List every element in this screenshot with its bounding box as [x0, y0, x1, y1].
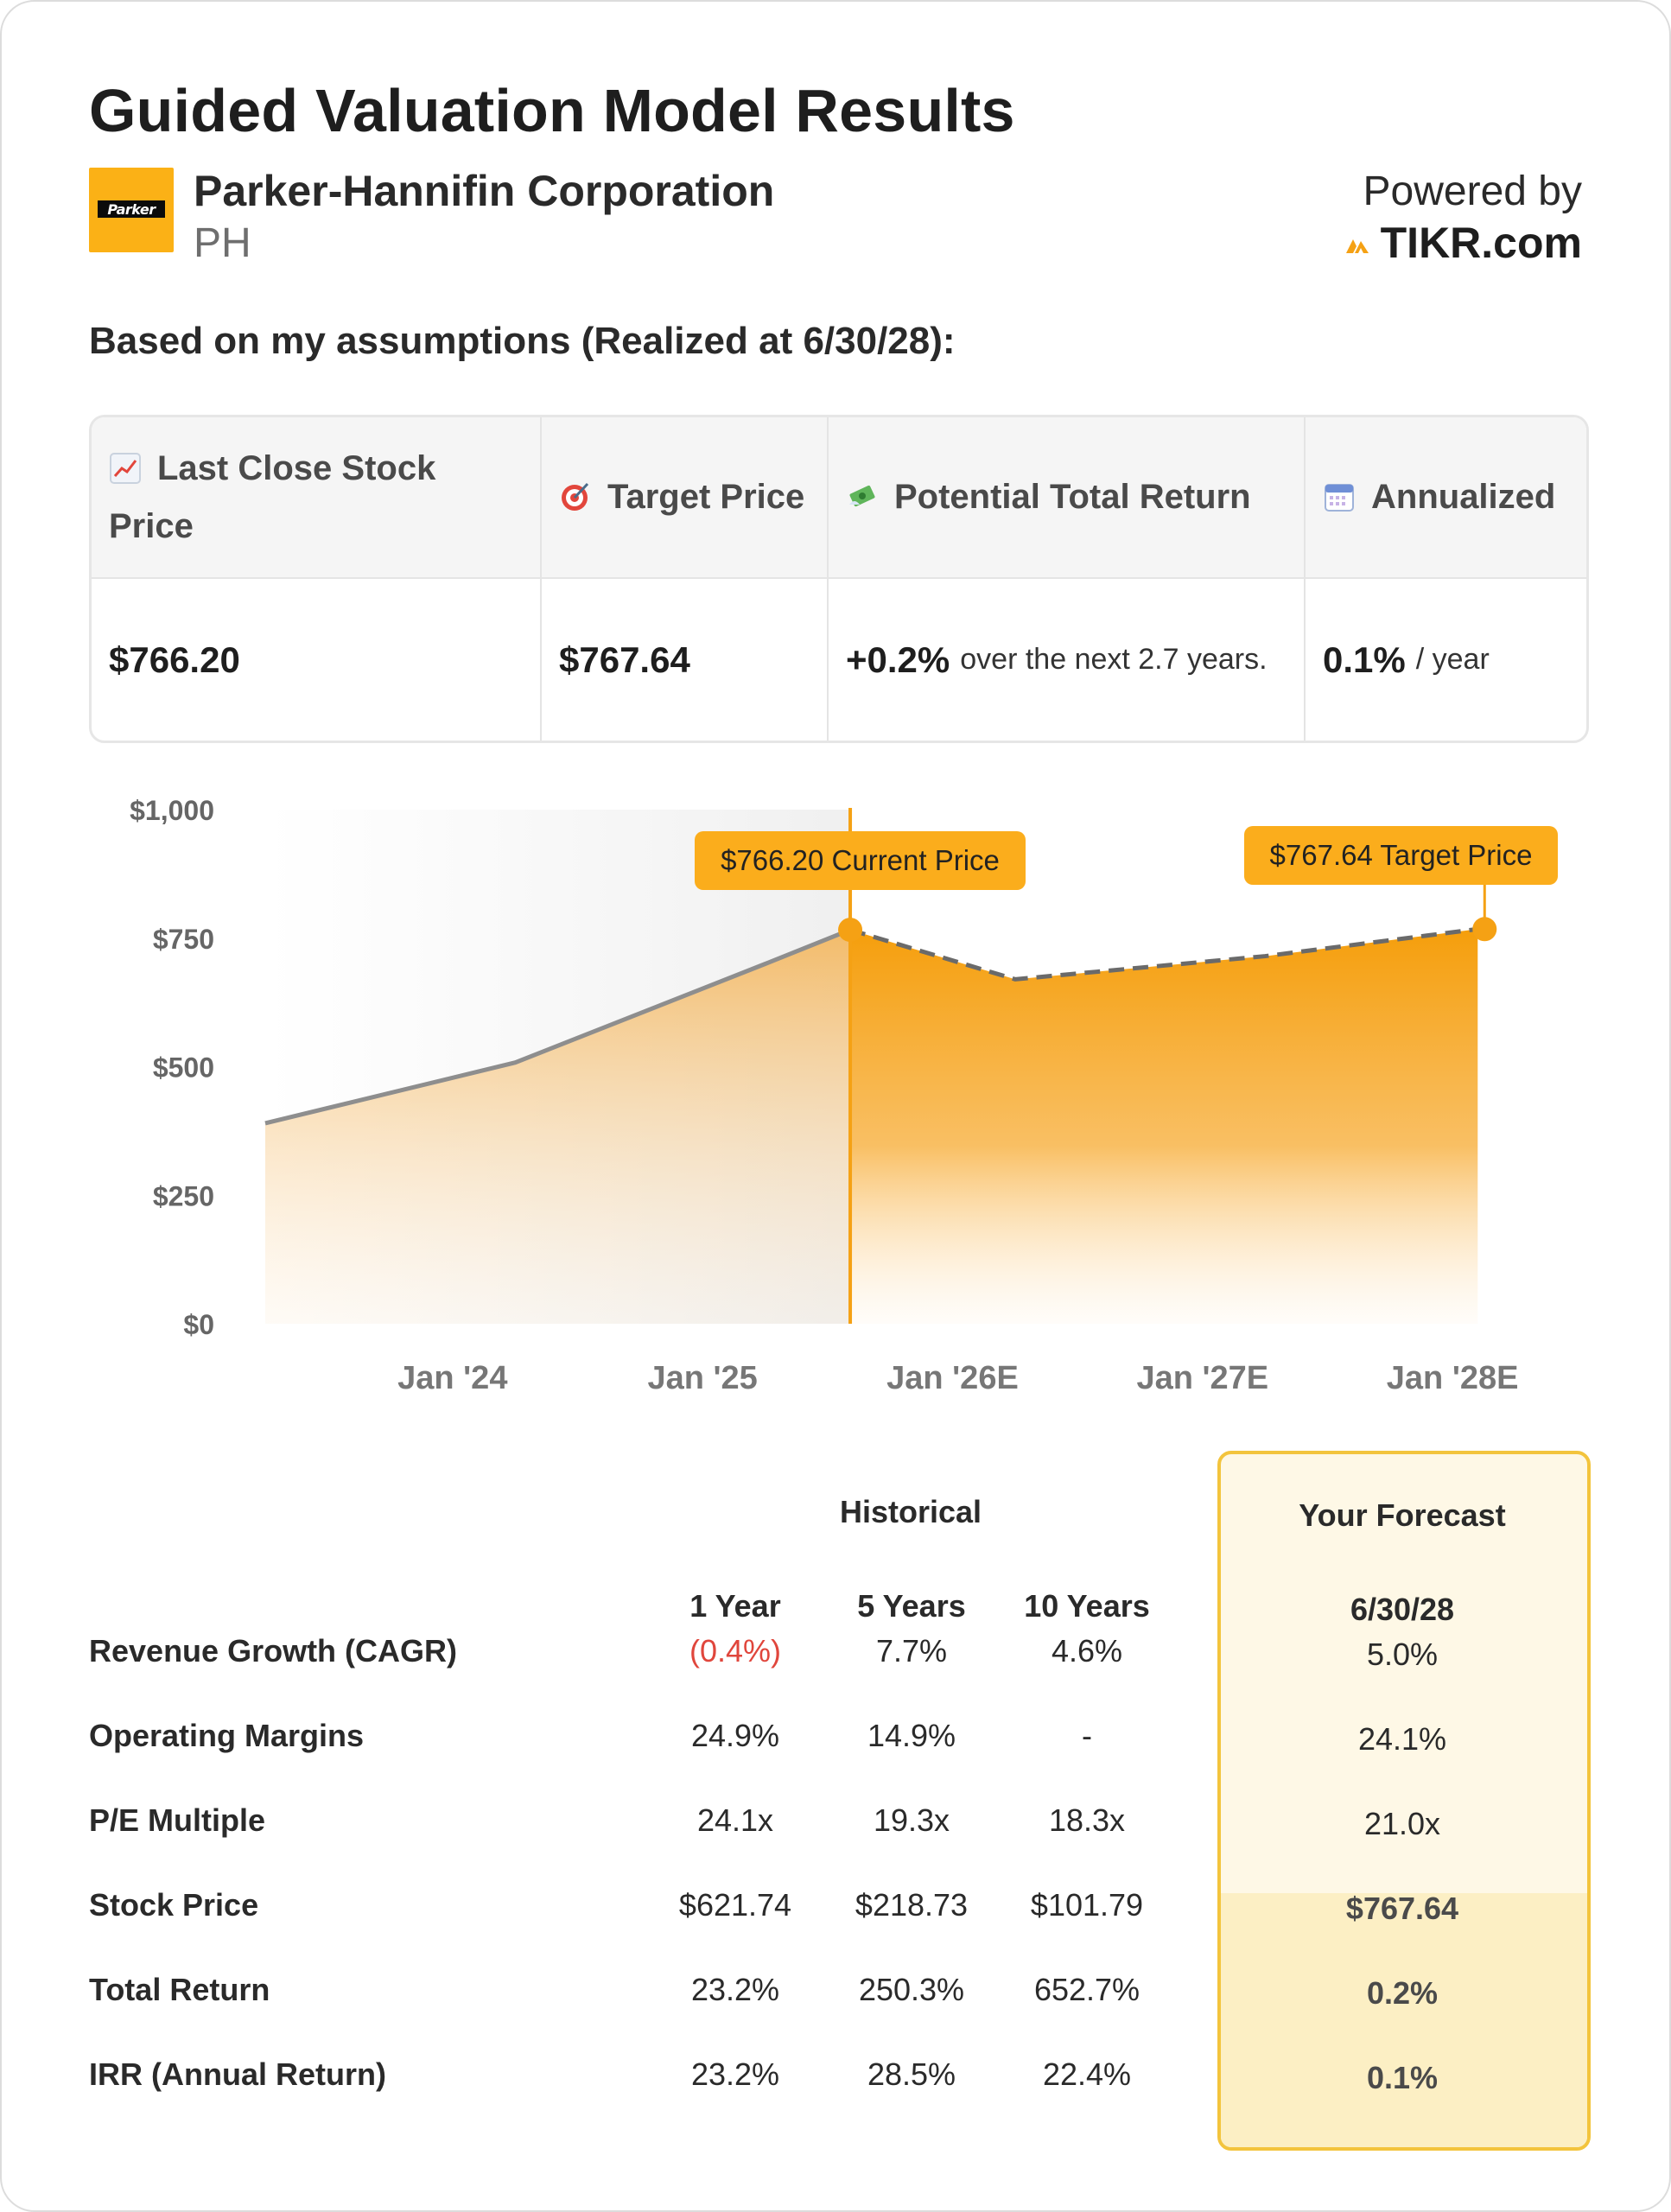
y-tick-label: $500	[153, 1052, 214, 1084]
metric-label: Operating Margins	[89, 1718, 365, 1753]
company-logo: Parker	[89, 168, 174, 252]
company-ticker: PH	[194, 220, 251, 266]
historical-line	[264, 927, 851, 1126]
col-5-years: 5 Years	[857, 1588, 966, 1624]
historical-value: -	[1082, 1718, 1092, 1753]
historical-value: 19.3x	[873, 1802, 950, 1838]
historical-value: 24.1x	[696, 1802, 774, 1838]
y-tick-label: $250	[153, 1180, 214, 1211]
historical-value: 28.5%	[867, 2056, 956, 2092]
target-price-label-bg	[1244, 826, 1558, 885]
summary-table: Last Close Stock Price Target Price Pote…	[89, 415, 1589, 743]
annualized-value: 0.1% / year	[1323, 639, 1490, 680]
metrics-table: Historical Your Forecast 1 Year 5 Years …	[2, 1436, 1671, 2162]
x-tick-label: Jan '26E	[886, 1360, 1019, 1396]
metric-label: Revenue Growth (CAGR)	[89, 1633, 458, 1669]
historical-value: (0.4%)	[689, 1633, 782, 1669]
x-tick-label: Jan '27E	[1136, 1360, 1268, 1396]
x-tick-label: Jan '24	[397, 1360, 507, 1396]
historical-value: $218.73	[855, 1887, 969, 1923]
header-last-close: Last Close Stock Price	[92, 417, 542, 579]
powered-by-label: Powered by	[1363, 168, 1582, 214]
current-price-marker	[838, 918, 863, 943]
total-return-note: over the next 2.7 years.	[960, 643, 1268, 676]
historical-value: 23.2%	[690, 2056, 780, 2092]
tikr-brand: TIKR.com	[1380, 219, 1582, 267]
annualized-unit: / year	[1415, 643, 1490, 676]
forecast-panel	[1217, 1451, 1591, 2151]
forecast-value: 24.1%	[1357, 1721, 1447, 1757]
x-tick-label: Jan '28E	[1387, 1360, 1519, 1396]
col-10-years: 10 Years	[1024, 1588, 1150, 1624]
logo-text: Parker	[107, 200, 156, 218]
forecast-line	[849, 926, 1478, 982]
group-historical: Historical	[839, 1494, 982, 1529]
forecast-area	[850, 929, 1478, 1324]
col-forecast-date: 6/30/28	[1350, 1592, 1455, 1627]
historical-value: $101.79	[1030, 1887, 1144, 1923]
current-price-label-bg	[695, 831, 1026, 890]
historical-value: 250.3%	[858, 1972, 965, 2007]
company-name: Parker-Hannifin Corporation	[194, 167, 775, 215]
current-price-label: $766.20 Current Price	[721, 844, 1000, 876]
header-annualized: Annualized	[1306, 417, 1586, 579]
col-1-year: 1 Year	[689, 1588, 781, 1624]
tikr-link[interactable]: TIKR.com	[1344, 218, 1582, 268]
price-chart: $0 $250 $500 $750 $1,000 Jan '24 Jan '25 Jan '2…	[2, 762, 1671, 1436]
assumptions-heading: Based on my assumptions (Realized at 6/3…	[89, 320, 956, 362]
metric-label: Stock Price	[89, 1887, 259, 1923]
metric-label: Total Return	[89, 1972, 270, 2007]
x-tick-label: Jan '25	[647, 1360, 757, 1396]
forecast-value: 5.0%	[1366, 1637, 1439, 1672]
historical-area	[265, 930, 851, 1324]
y-tick-label: $750	[153, 924, 214, 955]
price-chart-svg: $0 $250 $500 $750 $1,000 Jan '24 Jan '25 Jan '2…	[130, 795, 1558, 1396]
forecast-value: 21.0x	[1363, 1806, 1441, 1841]
target-price-marker	[1472, 917, 1497, 942]
money-wings-icon	[849, 485, 875, 507]
forecast-value: $767.64	[1345, 1891, 1459, 1926]
y-tick-label: $0	[183, 1309, 214, 1340]
header-target: Target Price	[542, 417, 829, 579]
forecast-value: 0.1%	[1366, 2060, 1439, 2095]
historical-value: 652.7%	[1033, 1972, 1140, 2007]
header-total-return: Potential Total Return	[829, 417, 1306, 579]
forecast-value: 0.2%	[1366, 1975, 1439, 2011]
group-forecast: Your Forecast	[1299, 1497, 1506, 1533]
calendar-icon	[1325, 484, 1354, 512]
chart-increasing-icon	[110, 452, 141, 484]
historical-value: $621.74	[678, 1887, 792, 1923]
historical-value: 22.4%	[1042, 2056, 1132, 2092]
metric-label: IRR (Annual Return)	[89, 2056, 386, 2092]
metric-label: P/E Multiple	[89, 1802, 266, 1838]
last-close-value: $766.20	[92, 579, 542, 741]
page-title: Guided Valuation Model Results	[89, 77, 1015, 144]
y-tick-label: $1,000	[130, 795, 214, 826]
historical-value: 18.3x	[1048, 1802, 1126, 1838]
target-price-label: $767.64 Target Price	[1270, 839, 1533, 871]
historical-value: 23.2%	[690, 1972, 780, 2007]
historical-value: 14.9%	[867, 1718, 956, 1753]
tikr-logo-icon	[1345, 239, 1369, 253]
target-icon	[562, 482, 589, 511]
historical-value: 7.7%	[875, 1633, 948, 1669]
target-value: $767.64	[542, 579, 829, 741]
historical-value: 24.9%	[690, 1718, 780, 1753]
historical-value: 4.6%	[1051, 1633, 1123, 1669]
total-return-value: +0.2% over the next 2.7 years.	[829, 579, 1306, 741]
forecast-highlight	[1221, 1893, 1587, 2147]
